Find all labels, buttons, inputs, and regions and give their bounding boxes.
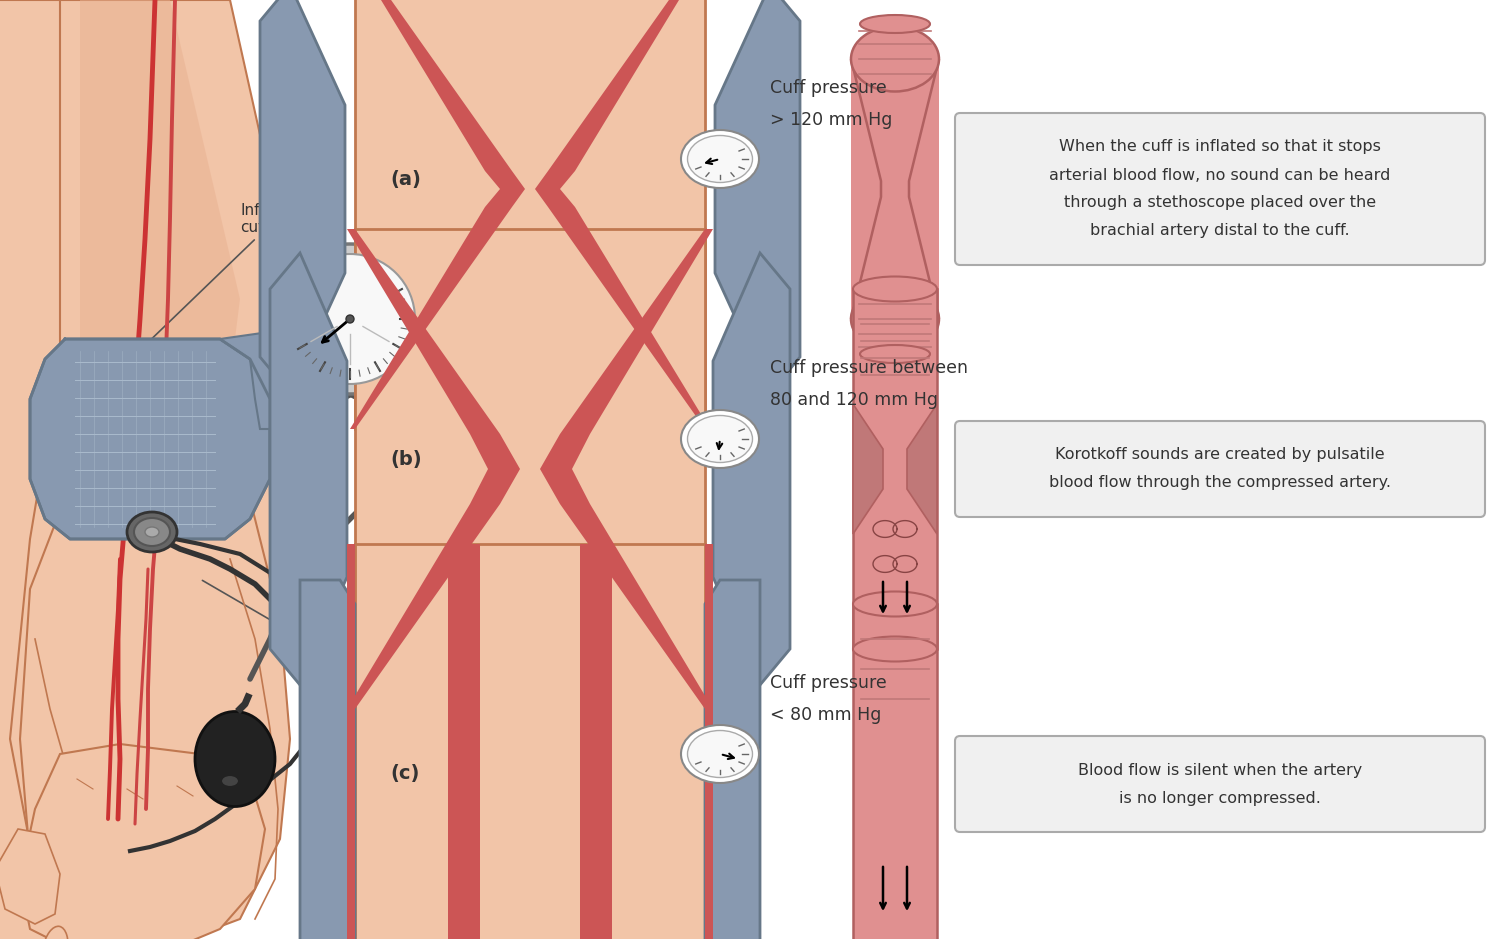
Polygon shape <box>350 0 525 429</box>
Ellipse shape <box>681 725 759 783</box>
Polygon shape <box>10 0 310 939</box>
Ellipse shape <box>687 731 753 777</box>
Polygon shape <box>705 580 760 939</box>
Text: 80 and 120 mm Hg: 80 and 120 mm Hg <box>770 391 938 409</box>
Ellipse shape <box>853 276 938 301</box>
Polygon shape <box>356 0 705 429</box>
Text: brachial artery distal to the cuff.: brachial artery distal to the cuff. <box>1090 223 1350 239</box>
Text: (a): (a) <box>390 170 422 189</box>
Polygon shape <box>908 404 938 534</box>
Text: blood flow through the compressed artery.: blood flow through the compressed artery… <box>1048 475 1390 490</box>
Ellipse shape <box>195 712 274 807</box>
Ellipse shape <box>128 512 177 552</box>
Polygon shape <box>356 544 705 939</box>
Polygon shape <box>448 544 480 939</box>
Text: When the cuff is inflated so that it stops: When the cuff is inflated so that it sto… <box>1059 140 1382 155</box>
Polygon shape <box>20 744 266 939</box>
Text: Cuff pressure between: Cuff pressure between <box>770 359 968 377</box>
FancyBboxPatch shape <box>956 736 1485 832</box>
Ellipse shape <box>853 637 938 661</box>
Polygon shape <box>220 329 310 429</box>
Polygon shape <box>270 429 320 494</box>
Polygon shape <box>540 229 712 709</box>
Polygon shape <box>356 229 705 709</box>
Ellipse shape <box>285 254 416 384</box>
Text: Cuff pressure: Cuff pressure <box>770 674 886 692</box>
Text: arterial blood flow, no sound can be heard: arterial blood flow, no sound can be hea… <box>1050 167 1390 182</box>
Text: Stethoscope: Stethoscope <box>202 580 386 667</box>
Ellipse shape <box>853 592 938 617</box>
Text: Cuff pressure: Cuff pressure <box>770 79 886 97</box>
Polygon shape <box>909 59 939 319</box>
Polygon shape <box>850 59 939 319</box>
Text: (c): (c) <box>390 764 420 783</box>
Ellipse shape <box>274 244 424 394</box>
Polygon shape <box>346 544 355 939</box>
Text: through a stethoscope placed over the: through a stethoscope placed over the <box>1064 195 1376 210</box>
Ellipse shape <box>146 527 159 537</box>
Text: Inflatable
cuff: Inflatable cuff <box>112 203 312 377</box>
Polygon shape <box>20 459 290 939</box>
Polygon shape <box>712 253 791 685</box>
Polygon shape <box>853 289 938 649</box>
Polygon shape <box>536 0 710 429</box>
Text: Pressure
gauge: Pressure gauge <box>370 143 465 316</box>
Polygon shape <box>260 0 345 393</box>
Ellipse shape <box>681 130 759 188</box>
Text: > 120 mm Hg: > 120 mm Hg <box>770 111 892 129</box>
Ellipse shape <box>42 926 68 939</box>
Polygon shape <box>853 404 883 534</box>
Polygon shape <box>270 253 346 685</box>
FancyBboxPatch shape <box>956 113 1485 265</box>
Ellipse shape <box>134 518 170 546</box>
Ellipse shape <box>850 286 939 351</box>
Polygon shape <box>580 544 612 939</box>
Polygon shape <box>716 0 800 393</box>
Polygon shape <box>0 0 260 939</box>
FancyBboxPatch shape <box>956 421 1485 517</box>
Polygon shape <box>346 229 520 709</box>
Polygon shape <box>300 580 355 939</box>
Text: Blood flow is silent when the artery: Blood flow is silent when the artery <box>1078 762 1362 777</box>
Polygon shape <box>30 339 270 539</box>
Polygon shape <box>60 0 240 909</box>
Ellipse shape <box>681 410 759 468</box>
Text: is no longer compressed.: is no longer compressed. <box>1119 791 1322 806</box>
Polygon shape <box>705 544 712 939</box>
Ellipse shape <box>687 415 753 463</box>
Ellipse shape <box>859 345 930 363</box>
Ellipse shape <box>850 26 939 91</box>
Text: Korotkoff sounds are created by pulsatile: Korotkoff sounds are created by pulsatil… <box>1054 448 1384 463</box>
Polygon shape <box>853 604 938 939</box>
Text: (b): (b) <box>390 450 422 469</box>
Polygon shape <box>0 829 60 924</box>
Ellipse shape <box>687 135 753 182</box>
Polygon shape <box>850 59 880 319</box>
Ellipse shape <box>220 775 238 787</box>
Ellipse shape <box>346 315 354 323</box>
Text: < 80 mm Hg: < 80 mm Hg <box>770 706 882 724</box>
Ellipse shape <box>859 15 930 33</box>
